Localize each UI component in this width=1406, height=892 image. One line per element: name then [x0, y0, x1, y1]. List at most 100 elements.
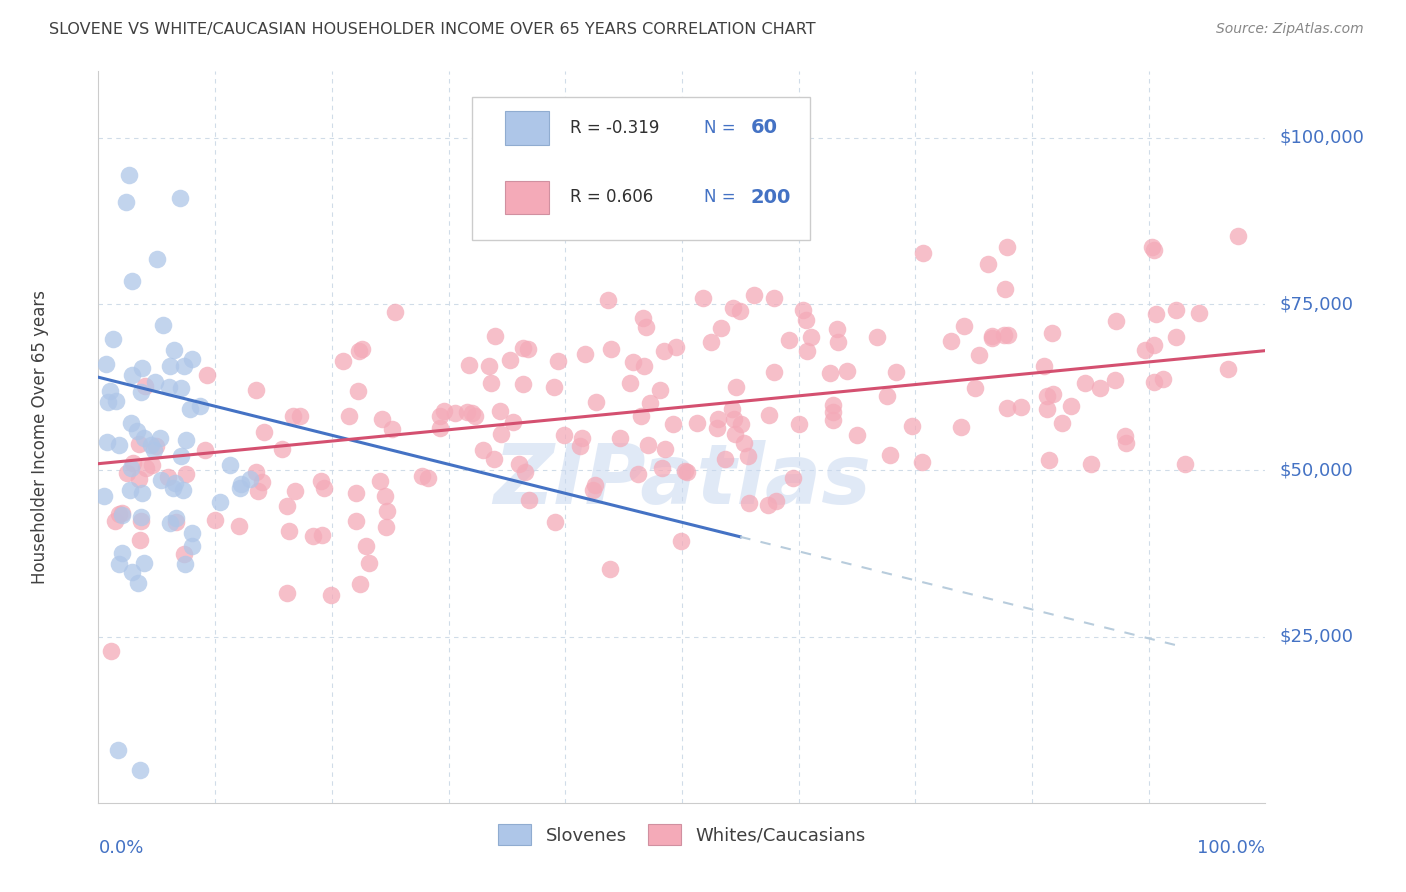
Point	[662, 417, 685, 431]
Point	[884, 365, 907, 379]
Point	[245, 383, 267, 397]
Point	[271, 442, 294, 456]
Point	[337, 409, 360, 424]
Point	[278, 524, 301, 538]
Point	[730, 417, 752, 432]
Point	[121, 565, 143, 579]
Point	[359, 556, 381, 570]
FancyBboxPatch shape	[505, 112, 548, 145]
Point	[276, 586, 298, 600]
Point	[651, 461, 673, 475]
Point	[344, 485, 367, 500]
Point	[758, 498, 780, 512]
Point	[118, 168, 141, 182]
Point	[792, 302, 814, 317]
Point	[129, 763, 152, 777]
Point	[276, 500, 298, 514]
Point	[796, 343, 818, 358]
Point	[963, 381, 986, 395]
Point	[633, 359, 655, 374]
Point	[765, 493, 787, 508]
Point	[368, 474, 391, 488]
Point	[93, 490, 115, 504]
Legend: Slovenes, Whites/Caucasians: Slovenes, Whites/Caucasians	[491, 817, 873, 852]
Point	[346, 514, 368, 528]
Point	[981, 329, 1004, 343]
Point	[174, 434, 197, 448]
Point	[724, 427, 747, 442]
Point	[1164, 330, 1187, 344]
Point	[125, 425, 148, 439]
Point	[169, 449, 191, 463]
Point	[1040, 326, 1063, 340]
Point	[159, 359, 181, 374]
Text: R = -0.319: R = -0.319	[569, 119, 659, 136]
Point	[1080, 457, 1102, 471]
Point	[1104, 314, 1126, 328]
Point	[995, 240, 1018, 254]
Point	[994, 282, 1017, 296]
Point	[1152, 372, 1174, 386]
Point	[669, 534, 692, 549]
Point	[218, 458, 240, 473]
Point	[941, 334, 963, 348]
Point	[188, 399, 211, 413]
Point	[141, 458, 163, 472]
Point	[787, 417, 810, 431]
Point	[156, 469, 179, 483]
Point	[311, 528, 333, 542]
Point	[1144, 307, 1167, 321]
Point	[131, 360, 153, 375]
Point	[181, 525, 204, 540]
Point	[621, 355, 644, 369]
Point	[981, 331, 1004, 345]
Text: $50,000: $50,000	[1279, 461, 1353, 479]
Point	[762, 365, 785, 379]
Point	[1032, 359, 1054, 374]
Point	[1143, 375, 1166, 389]
Point	[134, 379, 156, 393]
Point	[128, 437, 150, 451]
Point	[209, 495, 232, 509]
Point	[692, 291, 714, 305]
Point	[911, 455, 934, 469]
Point	[332, 354, 354, 368]
Point	[1188, 306, 1211, 320]
Point	[1038, 453, 1060, 467]
Point	[1174, 457, 1197, 471]
Point	[609, 432, 631, 446]
Point	[94, 357, 117, 371]
Point	[827, 335, 849, 350]
Point	[1060, 399, 1083, 413]
Point	[782, 471, 804, 485]
Point	[582, 483, 605, 497]
Text: N =: N =	[704, 188, 735, 206]
Point	[127, 575, 149, 590]
Point	[489, 426, 512, 441]
Point	[599, 343, 621, 357]
Point	[350, 343, 373, 357]
Point	[730, 303, 752, 318]
Point	[543, 380, 565, 394]
Point	[630, 409, 652, 423]
Point	[122, 456, 145, 470]
Text: 60: 60	[751, 119, 778, 137]
Point	[162, 481, 184, 495]
Point	[665, 340, 688, 354]
Point	[544, 516, 567, 530]
Point	[231, 477, 253, 491]
Point	[699, 334, 721, 349]
Point	[517, 343, 540, 357]
Point	[228, 519, 250, 533]
Point	[585, 395, 607, 409]
Point	[1143, 338, 1166, 352]
Text: Source: ZipAtlas.com: Source: ZipAtlas.com	[1216, 22, 1364, 37]
Point	[134, 431, 156, 445]
Point	[846, 428, 869, 442]
Point	[686, 417, 709, 431]
Point	[444, 406, 467, 420]
Point	[107, 742, 129, 756]
Point	[149, 431, 172, 445]
Point	[547, 354, 569, 368]
Point	[384, 304, 406, 318]
